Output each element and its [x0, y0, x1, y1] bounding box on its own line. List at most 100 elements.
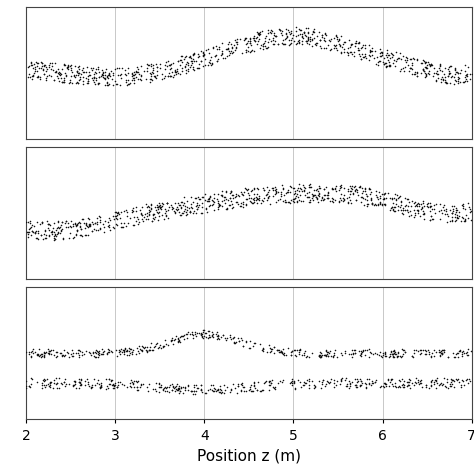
Point — [106, 380, 113, 388]
Point — [279, 31, 286, 39]
Point — [320, 351, 328, 359]
Point — [455, 80, 462, 87]
Point — [193, 64, 201, 71]
Point — [61, 219, 69, 227]
Point — [278, 378, 285, 386]
Point — [45, 350, 53, 358]
Point — [73, 384, 80, 392]
Point — [464, 351, 471, 359]
Point — [51, 219, 58, 227]
Point — [244, 47, 252, 55]
Point — [290, 37, 298, 45]
Point — [75, 346, 83, 354]
Point — [89, 76, 97, 83]
Point — [208, 331, 216, 339]
Point — [301, 347, 309, 355]
Point — [283, 34, 290, 42]
Point — [174, 337, 182, 345]
Point — [408, 211, 415, 219]
Point — [396, 352, 404, 359]
Point — [448, 210, 456, 217]
Point — [316, 377, 323, 385]
Point — [103, 383, 111, 390]
Point — [159, 385, 167, 393]
Point — [393, 191, 401, 199]
Point — [109, 381, 117, 388]
Point — [167, 72, 175, 79]
Point — [345, 193, 353, 201]
Point — [340, 45, 348, 53]
Point — [230, 333, 237, 340]
Point — [251, 195, 258, 202]
Point — [464, 348, 471, 356]
Point — [129, 208, 137, 215]
Point — [75, 65, 83, 73]
Point — [279, 345, 287, 352]
Point — [142, 210, 149, 218]
Point — [40, 381, 47, 389]
Point — [395, 383, 402, 390]
Point — [161, 210, 169, 217]
Point — [302, 354, 310, 361]
Point — [60, 346, 68, 354]
Point — [333, 31, 340, 38]
Point — [252, 35, 260, 42]
Point — [316, 353, 324, 360]
Point — [449, 376, 456, 383]
Point — [442, 207, 450, 215]
Point — [447, 73, 455, 81]
Point — [447, 375, 455, 383]
Point — [463, 211, 470, 219]
Point — [157, 383, 165, 391]
Point — [224, 45, 231, 52]
Point — [42, 226, 49, 233]
Point — [443, 79, 451, 87]
Point — [253, 33, 261, 41]
Point — [275, 25, 283, 32]
Point — [340, 195, 347, 203]
Point — [332, 187, 340, 195]
Point — [130, 377, 137, 384]
Point — [187, 387, 194, 395]
Point — [426, 63, 434, 70]
Point — [292, 352, 300, 359]
Point — [420, 67, 428, 75]
Point — [438, 349, 446, 356]
Point — [144, 348, 151, 356]
Point — [111, 380, 118, 387]
Point — [35, 64, 43, 72]
Point — [192, 381, 200, 389]
Point — [214, 205, 222, 213]
Point — [348, 378, 356, 386]
Point — [305, 40, 313, 48]
Point — [313, 194, 320, 201]
Point — [316, 42, 323, 50]
Point — [87, 383, 95, 391]
Point — [333, 353, 340, 361]
Point — [422, 64, 429, 72]
Point — [79, 77, 87, 84]
Point — [457, 217, 465, 225]
Point — [328, 35, 335, 43]
Point — [392, 190, 399, 198]
Point — [160, 74, 168, 82]
Point — [242, 34, 249, 42]
Point — [199, 193, 207, 201]
Point — [202, 334, 210, 341]
Point — [86, 221, 93, 228]
Point — [273, 346, 280, 354]
Point — [204, 327, 211, 335]
Point — [342, 383, 349, 390]
Point — [392, 197, 400, 204]
Point — [437, 66, 444, 73]
Point — [374, 59, 382, 66]
Point — [303, 193, 310, 201]
Point — [461, 218, 468, 225]
Point — [46, 379, 54, 387]
Point — [356, 182, 364, 190]
Point — [189, 209, 197, 217]
Point — [135, 350, 143, 357]
Point — [288, 39, 295, 47]
Point — [178, 198, 186, 206]
Point — [105, 222, 113, 229]
